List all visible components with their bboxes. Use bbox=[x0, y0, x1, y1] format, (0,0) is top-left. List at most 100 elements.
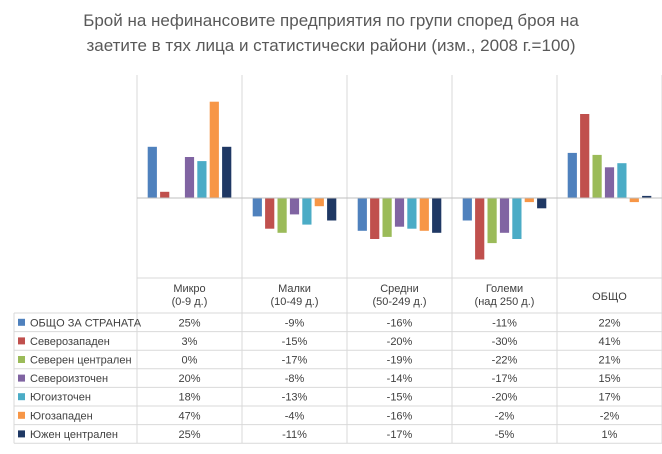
data-table-rows: ОБЩО ЗА СТРАНАТА 25% -9% -16% -11% 22% Североз… bbox=[18, 317, 621, 441]
data-label-2-1: -17% bbox=[282, 355, 308, 367]
bar-4-2 bbox=[407, 198, 417, 229]
bar-marks bbox=[147, 101, 652, 260]
legend-key-4 bbox=[18, 393, 25, 401]
data-label-5-0: 47% bbox=[178, 410, 200, 422]
bar-0-2 bbox=[357, 198, 367, 231]
series-name-1: Северозападен bbox=[30, 336, 110, 348]
data-label-6-3: -5% bbox=[495, 429, 515, 441]
bar-2-3 bbox=[487, 198, 497, 244]
data-label-1-4: 41% bbox=[598, 336, 620, 348]
bar-5-0 bbox=[209, 101, 219, 198]
data-label-6-4: 1% bbox=[602, 429, 618, 441]
legend-key-5 bbox=[18, 411, 25, 419]
category-label-3: (над 250 д.) bbox=[475, 296, 535, 308]
bar-1-4 bbox=[580, 114, 590, 198]
bar-6-4 bbox=[642, 195, 652, 198]
data-label-3-0: 20% bbox=[178, 373, 200, 385]
series-name-6: Южен централен bbox=[30, 429, 118, 441]
category-label-0: Микро bbox=[173, 283, 205, 295]
category-label-4: ОБЩО bbox=[592, 291, 627, 303]
data-label-1-2: -20% bbox=[387, 336, 413, 348]
series-name-2: Северен централен bbox=[30, 355, 132, 367]
bar-2-4 bbox=[592, 154, 602, 198]
bar-3-0 bbox=[184, 157, 195, 198]
data-label-4-0: 18% bbox=[178, 392, 200, 404]
category-labels: Микро(0-9 д.) Малки(10-49 д.) Средни(50-24… bbox=[172, 283, 628, 308]
data-label-6-1: -11% bbox=[282, 429, 307, 441]
bar-5-3 bbox=[524, 198, 534, 203]
bar-2-2 bbox=[382, 198, 392, 237]
bar-0-3 bbox=[462, 198, 472, 221]
data-label-0-4: 22% bbox=[598, 317, 620, 329]
bar-4-0 bbox=[197, 161, 207, 198]
data-label-1-3: -30% bbox=[492, 336, 518, 348]
data-label-5-2: -16% bbox=[387, 410, 413, 422]
series-name-3: Североизточен bbox=[30, 373, 108, 385]
data-label-3-1: -8% bbox=[285, 373, 305, 385]
category-label-1: (10-49 д.) bbox=[271, 296, 319, 308]
bar-0-4 bbox=[567, 152, 577, 198]
bar-4-1 bbox=[302, 198, 312, 225]
data-label-2-4: 21% bbox=[598, 355, 620, 367]
data-label-4-1: -13% bbox=[282, 392, 308, 404]
bar-6-1 bbox=[327, 198, 337, 221]
data-label-0-2: -16% bbox=[387, 317, 413, 329]
bar-1-1 bbox=[265, 198, 275, 229]
data-label-4-4: 17% bbox=[598, 392, 620, 404]
bar-3-2 bbox=[394, 198, 405, 227]
legend-key-0 bbox=[18, 318, 25, 326]
category-label-1: Малки bbox=[278, 283, 311, 295]
data-label-5-3: -2% bbox=[495, 410, 515, 422]
data-label-0-3: -11% bbox=[492, 317, 517, 329]
chart-title-line-1: Брой на нефинансовите предприятия по гру… bbox=[83, 11, 579, 30]
data-label-2-2: -19% bbox=[387, 355, 413, 367]
series-name-5: Югозападен bbox=[30, 410, 93, 422]
legend-key-3 bbox=[18, 374, 25, 382]
data-label-3-3: -17% bbox=[492, 373, 518, 385]
data-label-6-0: 25% bbox=[178, 429, 200, 441]
data-label-0-1: -9% bbox=[285, 317, 305, 329]
data-label-4-2: -15% bbox=[387, 392, 413, 404]
category-label-2: Средни bbox=[380, 283, 419, 295]
bar-0-0 bbox=[147, 146, 157, 198]
chart-title-line-2: заетите в тях лица и статистически район… bbox=[86, 36, 576, 55]
bar-5-4 bbox=[629, 198, 639, 203]
data-label-4-3: -20% bbox=[492, 392, 518, 404]
series-name-4: Югоизточен bbox=[30, 392, 91, 404]
data-label-3-2: -14% bbox=[387, 373, 413, 385]
bar-6-2 bbox=[432, 198, 442, 233]
bar-2-1 bbox=[277, 198, 287, 233]
data-label-2-3: -22% bbox=[492, 355, 518, 367]
bar-5-2 bbox=[419, 198, 429, 231]
legend-key-6 bbox=[18, 430, 25, 438]
bar-3-4 bbox=[604, 167, 615, 198]
data-label-5-4: -2% bbox=[600, 410, 620, 422]
legend-key-2 bbox=[18, 356, 25, 363]
table-grid bbox=[13, 75, 662, 444]
category-label-3: Големи bbox=[486, 283, 523, 295]
bar-1-3 bbox=[475, 198, 485, 260]
bar-5-1 bbox=[314, 198, 324, 207]
bar-6-0 bbox=[222, 146, 232, 198]
series-name-0: ОБЩО ЗА СТРАНАТА bbox=[30, 317, 142, 329]
bar-3-3 bbox=[499, 198, 510, 233]
bar-1-2 bbox=[370, 198, 380, 239]
chart-title: Брой на нефинансовите предприятия по гру… bbox=[0, 8, 662, 58]
data-label-3-4: 15% bbox=[598, 373, 620, 385]
data-label-1-0: 3% bbox=[182, 336, 198, 348]
bar-4-3 bbox=[512, 198, 522, 239]
legend-key-1 bbox=[18, 337, 25, 345]
bar-6-3 bbox=[537, 198, 547, 209]
category-label-2: (50-249 д.) bbox=[372, 296, 426, 308]
bar-4-4 bbox=[617, 163, 627, 198]
data-label-0-0: 25% bbox=[178, 317, 200, 329]
bar-0-1 bbox=[252, 198, 262, 217]
data-label-5-1: -4% bbox=[285, 410, 305, 422]
data-label-2-0: 0% bbox=[182, 355, 198, 367]
data-label-6-2: -17% bbox=[387, 429, 413, 441]
category-label-0: (0-9 д.) bbox=[172, 296, 208, 308]
bar-1-0 bbox=[160, 191, 170, 198]
data-label-1-1: -15% bbox=[282, 336, 308, 348]
bar-3-1 bbox=[289, 198, 300, 215]
